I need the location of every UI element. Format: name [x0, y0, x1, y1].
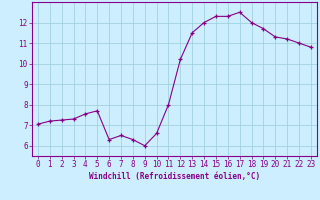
X-axis label: Windchill (Refroidissement éolien,°C): Windchill (Refroidissement éolien,°C) — [89, 172, 260, 181]
